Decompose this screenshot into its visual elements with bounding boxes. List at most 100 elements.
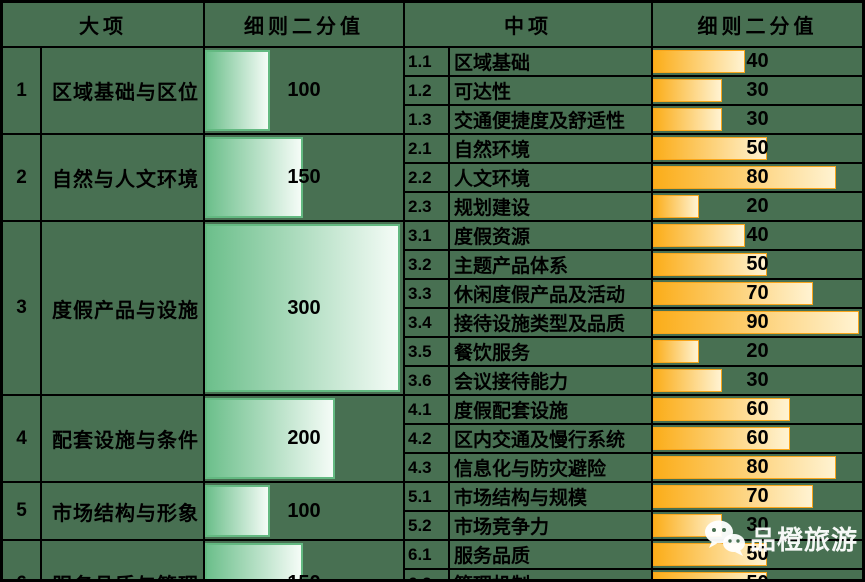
item-number: 5.1 <box>405 483 450 512</box>
group-name: 度假产品与设施 <box>42 222 205 396</box>
group-score: 100 <box>205 48 405 135</box>
item-number: 3.5 <box>405 338 450 367</box>
item-name: 休闲度假产品及活动 <box>450 280 653 309</box>
group-number: 5 <box>3 483 42 541</box>
orange-bar <box>653 253 768 276</box>
header-major-item: 大项 <box>3 3 205 48</box>
group-score: 150 <box>205 541 405 579</box>
item-score-value: 70 <box>746 282 769 304</box>
item-score-value: 20 <box>746 340 769 362</box>
green-bar <box>205 398 336 479</box>
item-name: 人文环境 <box>450 164 653 193</box>
orange-bar <box>653 340 699 363</box>
item-score: 50 <box>653 251 862 280</box>
group-name: 配套设施与条件 <box>42 396 205 483</box>
group-number: 1 <box>3 48 42 135</box>
group-name: 市场结构与形象 <box>42 483 205 541</box>
item-score: 90 <box>653 309 862 338</box>
item-score: 60 <box>653 396 862 425</box>
group-score: 300 <box>205 222 405 396</box>
item-score-value: 50 <box>746 543 769 565</box>
item-number: 3.6 <box>405 367 450 396</box>
item-number: 2.2 <box>405 164 450 193</box>
item-score: 70 <box>653 280 862 309</box>
orange-bar <box>653 311 860 334</box>
orange-bar <box>653 108 722 131</box>
item-number: 4.1 <box>405 396 450 425</box>
group-name: 服务品质与管理 <box>42 541 205 579</box>
item-score-value: 90 <box>746 311 769 333</box>
item-name: 会议接待能力 <box>450 367 653 396</box>
item-number: 1.2 <box>405 77 450 106</box>
item-score-value: 20 <box>746 195 769 217</box>
item-name: 自然环境 <box>450 135 653 164</box>
green-bar <box>205 543 303 579</box>
group-name: 区域基础与区位 <box>42 48 205 135</box>
orange-bar <box>653 137 768 160</box>
item-name: 信息化与防灾避险 <box>450 454 653 483</box>
orange-bar <box>653 166 837 189</box>
item-number: 3.1 <box>405 222 450 251</box>
item-score-value: 50 <box>746 253 769 275</box>
item-number: 5.2 <box>405 512 450 541</box>
item-score: 30 <box>653 367 862 396</box>
orange-bar <box>653 224 745 247</box>
item-number: 2.3 <box>405 193 450 222</box>
table-header: 大项 细则二分值 中项 细则二分值 <box>3 3 862 48</box>
group-score: 100 <box>205 483 405 541</box>
orange-bar <box>653 456 837 479</box>
item-score: 20 <box>653 338 862 367</box>
item-number: 4.2 <box>405 425 450 454</box>
item-name: 市场结构与规模 <box>450 483 653 512</box>
item-name: 区内交通及慢行系统 <box>450 425 653 454</box>
item-number: 3.3 <box>405 280 450 309</box>
green-bar <box>205 137 303 218</box>
item-score-value: 30 <box>746 79 769 101</box>
item-name: 交通便捷度及舒适性 <box>450 106 653 135</box>
item-score-value: 40 <box>746 50 769 72</box>
item-score: 80 <box>653 164 862 193</box>
item-score: 70 <box>653 483 862 512</box>
header-mid-score: 细则二分值 <box>653 3 862 48</box>
header-mid-item: 中项 <box>405 3 653 48</box>
item-score-value: 70 <box>746 485 769 507</box>
header-major-score: 细则二分值 <box>205 3 405 48</box>
group-number: 6 <box>3 541 42 579</box>
group-number: 2 <box>3 135 42 222</box>
item-number: 6.1 <box>405 541 450 570</box>
group-score: 150 <box>205 135 405 222</box>
item-number: 3.4 <box>405 309 450 338</box>
item-name: 管理机制 <box>450 570 653 579</box>
orange-bar <box>653 282 814 305</box>
item-number: 3.2 <box>405 251 450 280</box>
orange-bar <box>653 79 722 102</box>
green-bar <box>205 224 401 392</box>
item-score-value: 80 <box>746 456 769 478</box>
group-number: 4 <box>3 396 42 483</box>
orange-bar <box>653 427 791 450</box>
item-number: 1.3 <box>405 106 450 135</box>
item-name: 度假配套设施 <box>450 396 653 425</box>
item-number: 4.3 <box>405 454 450 483</box>
item-name: 餐饮服务 <box>450 338 653 367</box>
item-score-value: 60 <box>746 398 769 420</box>
item-score-value: 50 <box>746 137 769 159</box>
orange-bar <box>653 195 699 218</box>
group-score-value: 100 <box>287 499 321 522</box>
item-score: 40 <box>653 48 862 77</box>
item-number: 6.2 <box>405 570 450 579</box>
item-number: 2.1 <box>405 135 450 164</box>
item-name: 服务品质 <box>450 541 653 570</box>
item-score: 50 <box>653 135 862 164</box>
group-score-value: 100 <box>287 79 321 101</box>
item-score: 50 <box>653 541 862 570</box>
item-score-value: 30 <box>746 108 769 130</box>
group-score: 200 <box>205 396 405 483</box>
item-score: 60 <box>653 425 862 454</box>
item-name: 区域基础 <box>450 48 653 77</box>
item-name: 主题产品体系 <box>450 251 653 280</box>
green-bar <box>205 485 270 537</box>
green-bar <box>205 50 270 131</box>
item-score-value: 60 <box>746 427 769 449</box>
